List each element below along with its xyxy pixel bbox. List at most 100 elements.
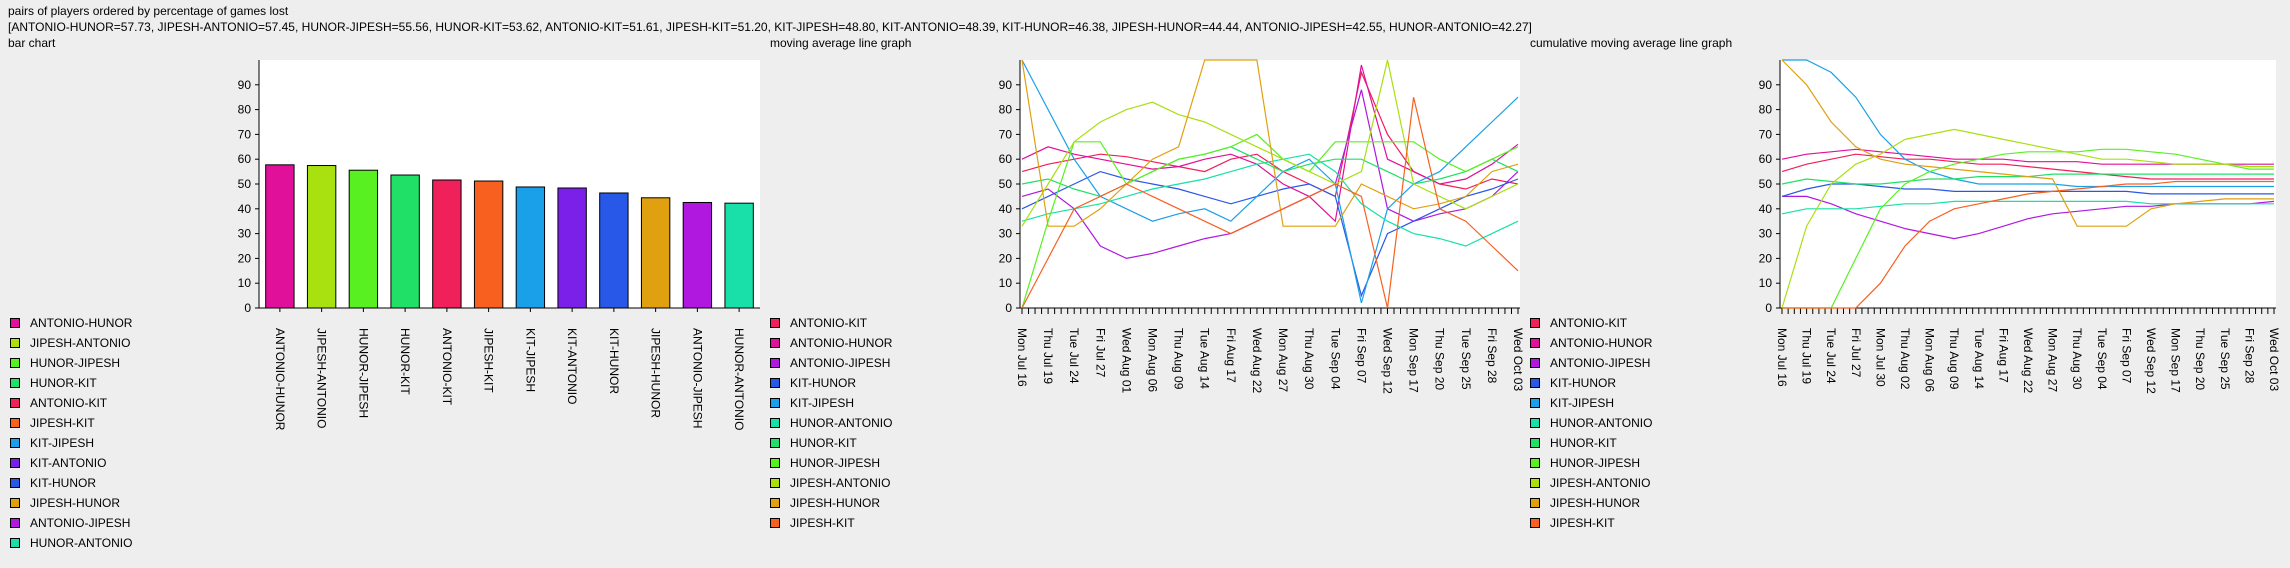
ma-legend-swatch: [770, 318, 780, 328]
cma-series-kit-jipesh: [1782, 59, 2274, 188]
ma-legend-swatch: [770, 498, 780, 508]
bar-y-tick-label: 50: [238, 177, 252, 191]
summary-text: [ANTONIO-HUNOR=57.73, JIPESH-ANTONIO=57.…: [8, 20, 1532, 34]
cma-series-hunor-jipesh: [1782, 148, 2274, 309]
ma-x-tick-label: Wed Aug 22: [1250, 328, 1264, 393]
cma-legend-label: KIT-HUNOR: [1550, 376, 1616, 390]
cma-x-tick-label: Mon Aug 06: [1923, 328, 1937, 392]
bar-x-tick-label: KIT-HUNOR: [607, 328, 621, 394]
bar-legend-swatch: [10, 498, 20, 508]
ma-y-tick-label: 90: [999, 78, 1013, 92]
bar-legend-label: JIPESH-ANTONIO: [30, 336, 131, 350]
bar-hunor-antonio: [724, 202, 754, 309]
cma-series-antonio-kit: [1781, 153, 2274, 180]
cma-x-tick-label: Mon Jul 30: [1873, 328, 1887, 387]
ma-x-tick-label: Mon Jul 16: [1015, 328, 1029, 387]
ma-x-tick-label: Thu Sep 20: [1433, 328, 1447, 390]
cma-legend-swatch: [1530, 338, 1540, 348]
cma-legend-label: JIPESH-HUNOR: [1550, 496, 1641, 510]
cumulative-average-title: cumulative moving average line graph: [1530, 36, 1733, 50]
bar-legend-swatch: [10, 418, 20, 428]
ma-x-tick-label: Tue Sep 04: [1328, 328, 1342, 390]
bar-antonio-hunor: [265, 164, 295, 309]
ma-x-tick-label: Fri Sep 07: [1354, 328, 1368, 384]
bar-y-tick-label: 80: [238, 103, 252, 117]
bar-legend-label: ANTONIO-JIPESH: [30, 516, 131, 530]
ma-series-jipesh-antonio: [1021, 59, 1519, 227]
cma-x-tick-label: Mon Aug 27: [2046, 328, 2060, 392]
ma-x-tick-label: Fri Sep 28: [1485, 328, 1499, 384]
ma-y-tick-label: 10: [999, 276, 1013, 290]
bar-kit-jipesh: [515, 186, 546, 309]
ma-legend-label: KIT-HUNOR: [790, 376, 856, 390]
cma-y-tick-label: 40: [1759, 202, 1773, 216]
bar-x-tick-label: JIPESH-HUNOR: [649, 328, 663, 418]
page-title: pairs of players ordered by percentage o…: [8, 4, 289, 18]
cma-legend-swatch: [1530, 518, 1540, 528]
ma-y-tick-label: 40: [999, 202, 1013, 216]
ma-x-tick-label: Wed Sep 12: [1380, 328, 1394, 394]
ma-y-tick-label: 70: [999, 127, 1013, 141]
cma-x-tick-label: Tue Aug 14: [1972, 328, 1986, 389]
cma-legend-swatch: [1530, 438, 1540, 448]
bar-antonio-kit: [432, 179, 462, 309]
bar-kit-hunor: [599, 192, 629, 309]
bar-legend-swatch: [10, 518, 20, 528]
moving-average-title: moving average line graph: [770, 36, 912, 50]
bar-legend-label: ANTONIO-KIT: [30, 396, 108, 410]
cma-y-tick-label: 10: [1759, 276, 1773, 290]
cma-x-tick-label: Thu Jul 19: [1800, 328, 1814, 384]
cma-legend-swatch: [1530, 498, 1540, 508]
bar-antonio-jipesh: [682, 201, 713, 309]
cma-legend-label: JIPESH-KIT: [1550, 516, 1615, 530]
bar-jipesh-hunor: [640, 197, 671, 309]
ma-legend-label: ANTONIO-HUNOR: [790, 336, 893, 350]
cma-legend-label: ANTONIO-KIT: [1550, 316, 1628, 330]
cma-legend-swatch: [1530, 478, 1540, 488]
cma-series-jipesh-antonio: [1781, 128, 2274, 309]
bar-x-tick-label: ANTONIO-JIPESH: [690, 328, 704, 428]
ma-x-tick-label: Thu Jul 19: [1041, 328, 1055, 384]
bar-x-tick-label: ANTONIO-KIT: [440, 328, 454, 406]
ma-legend-swatch: [770, 418, 780, 428]
bar-y-tick-label: 90: [238, 78, 252, 92]
cma-y-tick-label: 60: [1759, 152, 1773, 166]
cma-legend-label: HUNOR-JIPESH: [1550, 456, 1641, 470]
cma-x-tick-label: Mon Jul 16: [1775, 328, 1789, 387]
ma-x-tick-label: Tue Aug 14: [1198, 328, 1212, 389]
ma-legend-label: ANTONIO-JIPESH: [790, 356, 891, 370]
ma-legend-label: HUNOR-KIT: [790, 436, 857, 450]
bar-hunor-kit: [390, 174, 420, 309]
cma-y-tick-label: 20: [1759, 251, 1773, 265]
ma-y-tick-label: 60: [999, 152, 1013, 166]
bar-chart-title: bar chart: [8, 36, 56, 50]
ma-legend-swatch: [770, 358, 780, 368]
bar-plot-area: [259, 60, 760, 308]
bar-legend-label: HUNOR-ANTONIO: [30, 536, 133, 550]
cma-x-tick-label: Thu Aug 30: [2070, 328, 2084, 390]
ma-x-tick-label: Fri Aug 17: [1224, 328, 1238, 383]
cma-x-tick-label: Fri Sep 28: [2242, 328, 2256, 384]
ma-x-tick-label: Mon Sep 17: [1407, 328, 1421, 393]
ma-series-antonio-hunor: [1021, 64, 1519, 223]
ma-series-kit-jipesh: [1021, 59, 1519, 304]
bar-legend-label: KIT-ANTONIO: [30, 456, 107, 470]
ma-x-tick-label: Tue Sep 25: [1459, 328, 1473, 390]
bar-legend-label: HUNOR-JIPESH: [30, 356, 121, 370]
bar-jipesh-kit: [473, 180, 504, 309]
cma-legend-swatch: [1530, 398, 1540, 408]
cma-legend-label: ANTONIO-HUNOR: [1550, 336, 1653, 350]
bar-y-tick-label: 70: [238, 127, 252, 141]
bar-legend-label: KIT-JIPESH: [30, 436, 95, 450]
bar-y-tick-label: 30: [238, 227, 252, 241]
bar-legend-label: JIPESH-KIT: [30, 416, 95, 430]
ma-y-tick-label: 50: [999, 177, 1013, 191]
ma-y-tick-label: 20: [999, 251, 1013, 265]
ma-series-hunor-antonio: [1021, 153, 1519, 247]
cma-legend-label: HUNOR-ANTONIO: [1550, 416, 1653, 430]
bar-x-tick-label: HUNOR-KIT: [398, 328, 412, 395]
ma-x-tick-label: Mon Aug 27: [1276, 328, 1290, 392]
bar-legend-swatch: [10, 358, 20, 368]
